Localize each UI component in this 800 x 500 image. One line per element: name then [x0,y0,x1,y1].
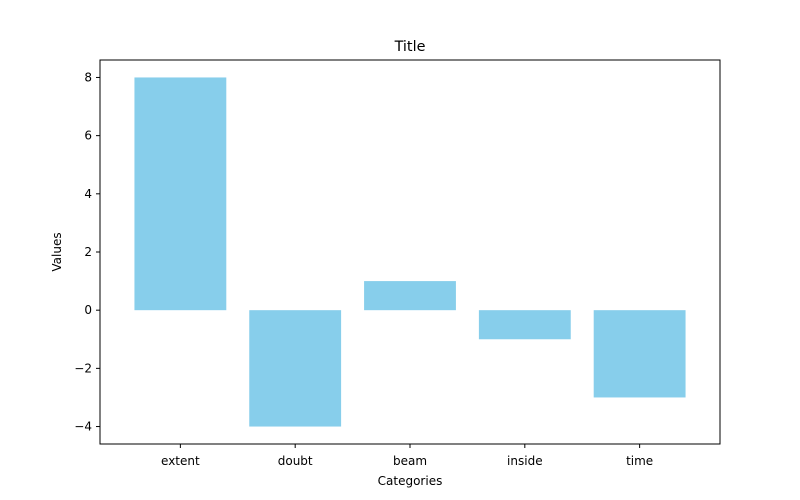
y-tick-label: 6 [84,129,92,143]
x-axis-label: Categories [378,474,443,488]
y-tick-label: 0 [84,303,92,317]
x-tick-label-doubt: doubt [278,454,313,468]
x-tick-label-time: time [626,454,653,468]
bar-inside [478,310,571,340]
y-tick-label: 4 [84,187,92,201]
bar-doubt [249,310,342,427]
bar-extent [134,77,227,311]
y-axis-label: Values [50,232,64,271]
x-axis: extent doubt beam inside time [161,444,653,468]
x-tick-label-extent: extent [161,454,200,468]
y-tick-label: −4 [74,420,92,434]
y-axis: −4 −2 0 2 4 6 8 [74,70,100,434]
bars-group [134,77,686,427]
chart-title: Title [394,39,426,55]
y-tick-label: 2 [84,245,92,259]
bar-time [593,310,686,398]
y-tick-label: −2 [74,361,92,375]
bar-beam [364,281,456,311]
x-tick-label-inside: inside [507,454,543,468]
x-tick-label-beam: beam [393,454,427,468]
y-tick-label: 8 [84,70,92,84]
